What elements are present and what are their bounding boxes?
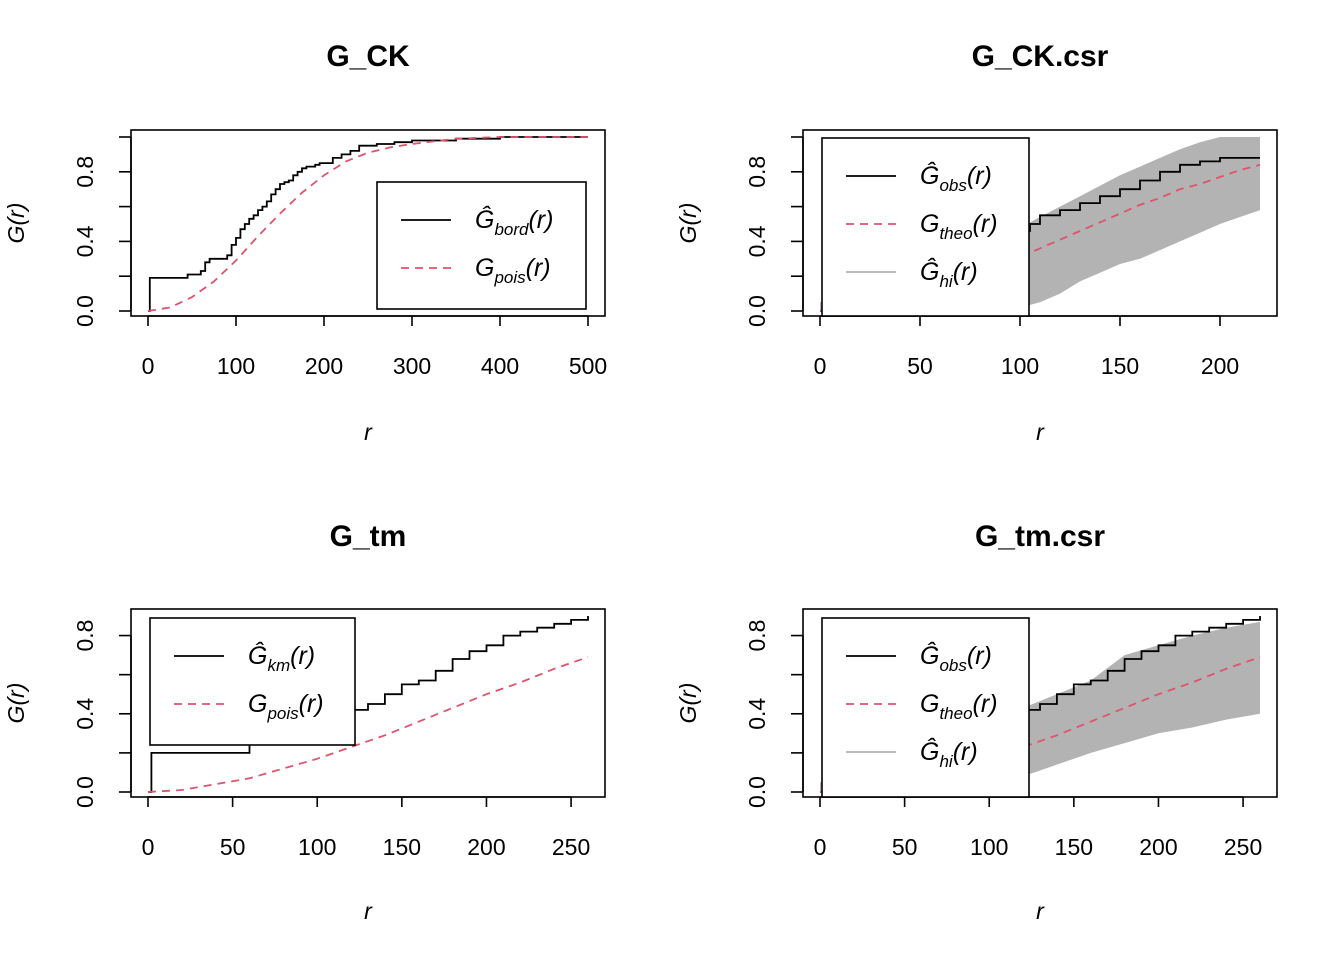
x-tick-label: 50 (892, 834, 918, 860)
y-tick-label: 0.8 (72, 156, 98, 188)
x-axis: 0 50 100 150 200 (814, 315, 1239, 379)
x-axis-label: r (1036, 898, 1045, 924)
x-tick-label: 100 (970, 834, 1008, 860)
x-tick-label: 100 (298, 834, 336, 860)
x-axis: 0 50 100 150 200 250 (142, 796, 590, 860)
legend-item: Gpois(r) (174, 690, 324, 723)
x-axis-label: r (1036, 419, 1045, 445)
legend-label: Gpois(r) (475, 254, 551, 287)
y-tick-label: 0.8 (744, 620, 770, 652)
legend-item: Gtheo(r) (846, 210, 998, 243)
legend-label: Gtheo(r) (920, 690, 998, 723)
x-tick-label: 150 (1055, 834, 1093, 860)
x-tick-label: 50 (907, 353, 933, 379)
legend-label: Ĝbord(r) (475, 205, 553, 239)
legend-item: Ĝhi(r) (846, 737, 978, 771)
legend-item: Ĝkm(r) (174, 641, 315, 675)
x-tick-label: 0 (142, 353, 155, 379)
legend: Ĝobs(r) Gtheo(r) Ĝhi(r) (821, 617, 1030, 798)
x-axis: 0 100 200 300 400 500 (142, 315, 607, 379)
panel-3: G_tm 0 50 100 150 200 250 0.0 0.4 0.8 r G(r) Ĝkm(r) G… (3, 520, 606, 924)
x-axis-label: r (364, 898, 373, 924)
legend-label: Gpois(r) (248, 690, 324, 723)
legend: Ĝbord(r) Gpois(r) (376, 181, 587, 310)
series-line-2 (147, 656, 589, 793)
x-tick-label: 150 (1101, 353, 1139, 379)
x-tick-label: 0 (814, 834, 827, 860)
x-tick-label: 100 (217, 353, 255, 379)
legend-label: Ĝkm(r) (248, 641, 315, 675)
legend-item: Gpois(r) (401, 254, 551, 287)
y-tick-label: 0.0 (744, 295, 770, 327)
x-tick-label: 200 (305, 353, 343, 379)
y-tick-label: 0.4 (744, 698, 770, 730)
y-axis: 0.0 0.4 0.8 (744, 136, 804, 327)
x-tick-label: 200 (1201, 353, 1239, 379)
legend-item: Ĝobs(r) (846, 641, 992, 675)
panel-2: G_CK.csr 0 50 100 150 200 0.0 0.4 0.8 r G(r) Ĝobs(r… (675, 40, 1278, 445)
panel-title: G_tm (330, 520, 407, 553)
x-tick-label: 250 (1224, 834, 1262, 860)
y-tick-label: 0.0 (72, 295, 98, 327)
x-axis-label: r (364, 419, 373, 445)
panel-4: G_tm.csr 0 50 100 150 200 250 0.0 0.4 0.8 r G(r) Ĝob… (675, 520, 1278, 924)
legend-label: Ĝobs(r) (920, 161, 992, 195)
series-line-2 (147, 136, 588, 312)
x-tick-label: 250 (552, 834, 590, 860)
y-tick-label: 0.0 (72, 776, 98, 808)
y-axis-label: G(r) (675, 683, 701, 724)
panel-title: G_tm.csr (975, 520, 1105, 553)
x-tick-label: 200 (1139, 834, 1177, 860)
x-tick-label: 0 (142, 834, 155, 860)
x-tick-label: 50 (220, 834, 246, 860)
x-tick-label: 300 (393, 353, 431, 379)
x-tick-label: 100 (1001, 353, 1039, 379)
y-tick-label: 0.4 (72, 225, 98, 257)
x-tick-label: 500 (569, 353, 607, 379)
x-axis: 0 50 100 150 200 250 (814, 796, 1262, 860)
legend-label: Gtheo(r) (920, 210, 998, 243)
legend-item: Ĝbord(r) (401, 205, 553, 239)
legend-label: Ĝhi(r) (920, 737, 978, 771)
y-axis: 0.0 0.4 0.8 (72, 136, 132, 327)
y-axis: 0.0 0.4 0.8 (72, 620, 132, 808)
y-axis-label: G(r) (3, 203, 29, 244)
y-tick-label: 0.4 (72, 698, 98, 730)
series-line-1 (148, 136, 588, 312)
y-axis: 0.0 0.4 0.8 (744, 620, 804, 808)
legend-label: Ĝobs(r) (920, 641, 992, 675)
panel-1: G_CK 0 100 200 300 400 500 0.0 0.4 0.8 r G(r) Ĝbord(… (3, 40, 607, 445)
y-tick-label: 0.4 (744, 225, 770, 257)
legend-item: Gtheo(r) (846, 690, 998, 723)
y-tick-label: 0.8 (72, 620, 98, 652)
legend: Ĝkm(r) Gpois(r) (149, 617, 356, 746)
y-axis-label: G(r) (675, 203, 701, 244)
legend-label: Ĝhi(r) (920, 257, 978, 291)
x-tick-label: 400 (481, 353, 519, 379)
y-axis-label: G(r) (3, 683, 29, 724)
legend: Ĝobs(r) Gtheo(r) Ĝhi(r) (821, 137, 1030, 317)
x-tick-label: 200 (467, 834, 505, 860)
panel-title: G_CK.csr (972, 40, 1109, 73)
legend-item: Ĝhi(r) (846, 257, 978, 291)
x-tick-label: 150 (383, 834, 421, 860)
panel-title: G_CK (326, 40, 410, 73)
y-tick-label: 0.0 (744, 776, 770, 808)
x-tick-label: 0 (814, 353, 827, 379)
y-tick-label: 0.8 (744, 156, 770, 188)
legend-item: Ĝobs(r) (846, 161, 992, 195)
